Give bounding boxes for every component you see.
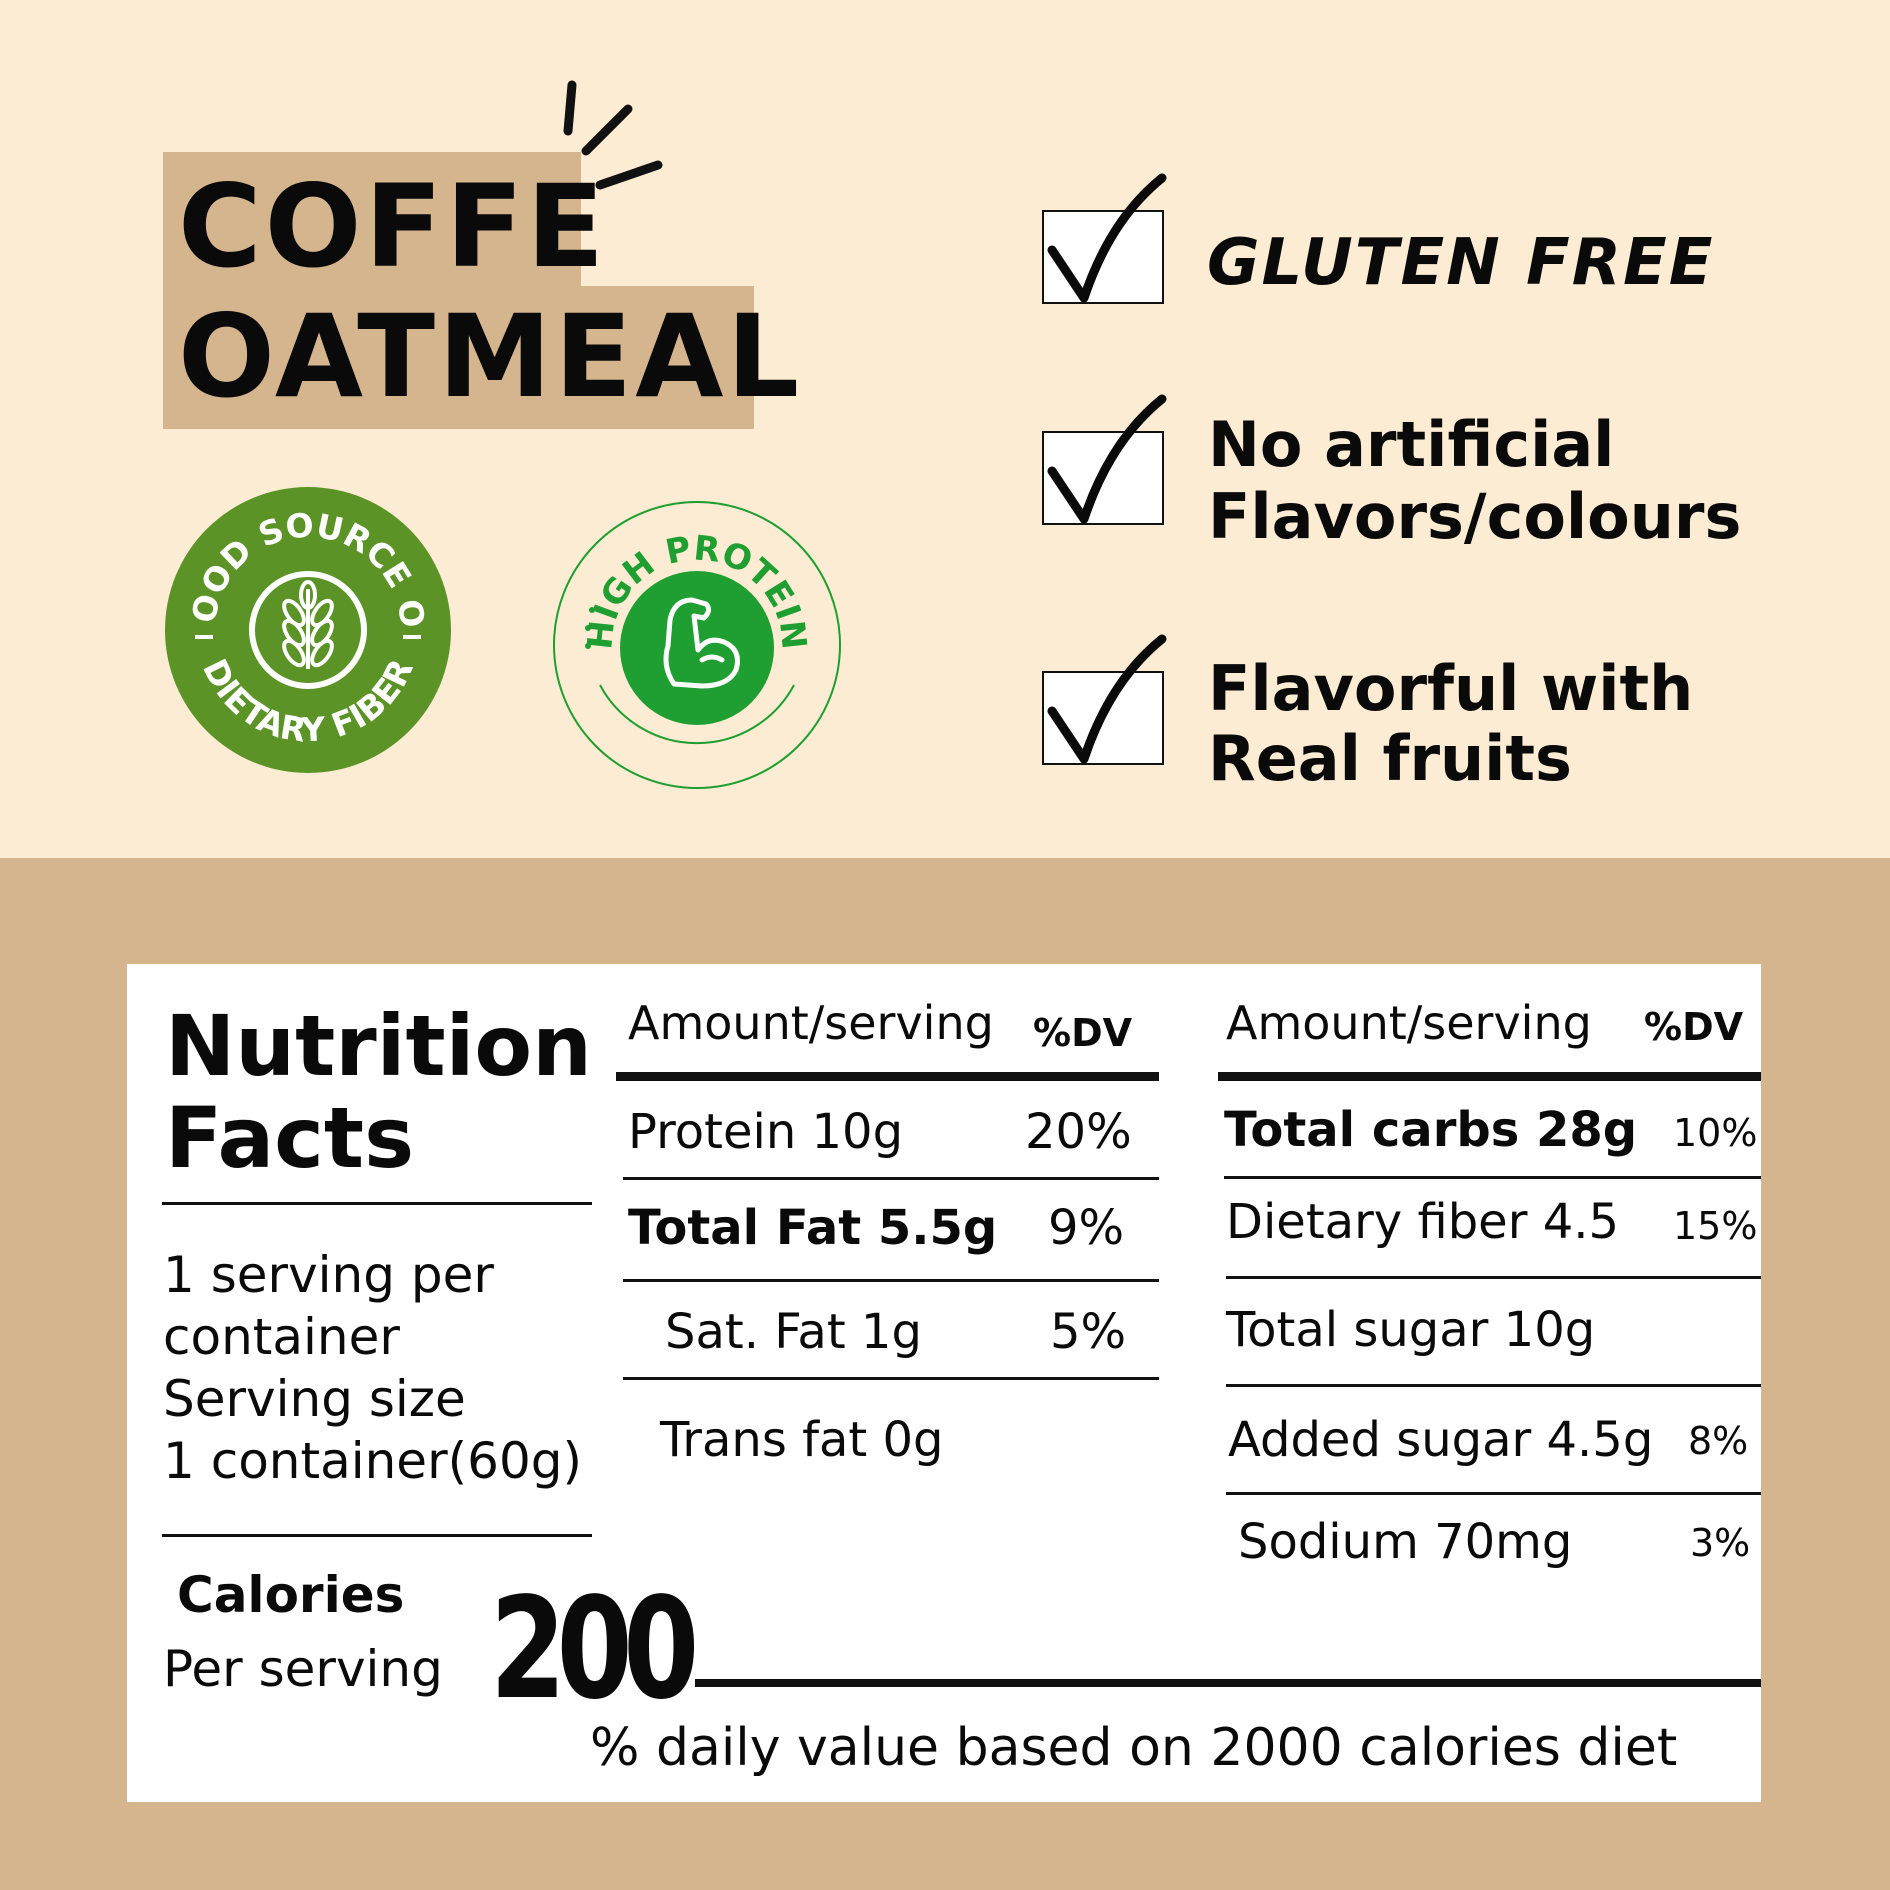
daily-value-footnote: % daily value based on 2000 calories die… [590, 1718, 1678, 1778]
right-row-dv: 15% [1673, 1204, 1758, 1248]
left-row-rule [623, 1279, 1159, 1282]
left-row-label: Sat. Fat 1g [665, 1304, 922, 1360]
checkmark-icon [1047, 394, 1167, 524]
checkbox [1042, 634, 1167, 765]
left-header-rule [616, 1072, 1159, 1081]
wheat-icon [282, 580, 334, 669]
right-row-dv: 3% [1690, 1521, 1751, 1565]
checkmark-icon [1047, 173, 1167, 303]
left-row-rule [623, 1177, 1159, 1180]
right-header-dv: %DV [1644, 1005, 1744, 1049]
left-header-dv: %DV [1033, 1011, 1133, 1055]
heading-line-1: Nutrition [165, 997, 592, 1095]
claim-text-line-1: Flavorful with [1208, 652, 1694, 725]
product-title-line-2: OATMEAL [178, 290, 803, 423]
right-row-dv: 10% [1673, 1111, 1758, 1155]
checkbox [1042, 394, 1167, 525]
claim-text-line-1: No artificial [1208, 408, 1615, 481]
calories-label: Calories [177, 1566, 405, 1624]
high-protein-badge: HIGH PROTEIN [553, 501, 841, 789]
right-row-label: Dietary fiber 4.5 [1226, 1194, 1620, 1250]
right-row-label: Added sugar 4.5g [1228, 1412, 1654, 1468]
right-row-dv: 8% [1688, 1419, 1749, 1463]
left-row-label: Protein 10g [628, 1104, 904, 1160]
serving-line-3: Serving size [163, 1370, 466, 1428]
calories-rule [695, 1679, 1761, 1687]
left-row-dv: 20% [1025, 1104, 1132, 1160]
left-row-rule [623, 1377, 1159, 1380]
right-row-rule [1226, 1492, 1761, 1495]
nutrition-facts-panel [127, 964, 1761, 1802]
heading-line-2: Facts [165, 1089, 415, 1187]
divider [162, 1202, 592, 1205]
divider [162, 1534, 592, 1537]
product-title-line-1: COFFE [178, 160, 608, 293]
checkmark-icon [1047, 634, 1167, 764]
nutrition-facts-heading: Nutrition Facts [165, 1000, 592, 1184]
calories-sublabel: Per serving [163, 1640, 443, 1698]
serving-line-1: 1 serving per [163, 1246, 494, 1304]
left-row-label: Trans fat 0g [660, 1412, 944, 1468]
dietary-fiber-badge: GOOD SOURCE OF DIETARY FIBER [165, 487, 451, 773]
claim-text-line-2: Real fruits [1208, 722, 1572, 795]
serving-line-4: 1 container(60g) [163, 1432, 582, 1490]
claim-text: GLUTEN FREE [1207, 226, 1715, 300]
title-highlight-1 [163, 152, 581, 286]
right-row-label: Total sugar 10g [1226, 1302, 1596, 1358]
right-row-label: Sodium 70mg [1238, 1514, 1573, 1570]
right-header-amount: Amount/serving [1226, 996, 1592, 1050]
flexed-arm-icon [663, 597, 740, 689]
left-header-amount: Amount/serving [628, 996, 994, 1050]
claim-text-line-2: Flavors/colours [1208, 480, 1742, 553]
serving-line-2: container [163, 1308, 400, 1366]
left-row-label: Total Fat 5.5g [628, 1200, 998, 1256]
right-header-rule [1218, 1072, 1761, 1081]
right-row-rule [1226, 1276, 1761, 1279]
checkbox [1042, 173, 1167, 304]
sparkle-lines-icon [563, 80, 663, 190]
right-row-label: Total carbs 28g [1224, 1102, 1638, 1158]
right-row-rule [1226, 1384, 1761, 1387]
right-row-rule [1224, 1176, 1761, 1179]
calories-value: 200 [490, 1568, 699, 1731]
title-highlight-2 [163, 286, 754, 429]
left-row-dv: 9% [1048, 1200, 1125, 1256]
left-row-dv: 5% [1050, 1304, 1127, 1360]
